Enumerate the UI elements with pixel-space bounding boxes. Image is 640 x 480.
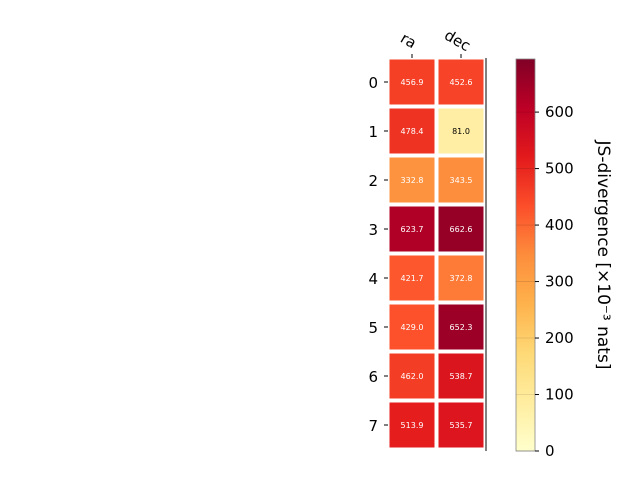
cell-value-label: 538.7: [450, 372, 473, 381]
colorbar-tick-label: 600: [545, 103, 574, 121]
heatmap-cell: [437, 156, 485, 204]
heatmap-cell: [437, 107, 485, 155]
colorbar: 0 100 200 300 400 500 600 JS-divergence [×10⁻³ …: [515, 58, 613, 460]
heatmap-cell: [437, 303, 485, 351]
colorbar-tick-label: 500: [545, 160, 574, 178]
heatmap-cell: [388, 205, 436, 253]
column-label: ra: [397, 29, 419, 52]
cell-value-label: 623.7: [401, 225, 424, 234]
cell-value-label: 429.0: [401, 323, 424, 332]
cell-value-label: 421.7: [401, 274, 424, 283]
colorbar-label: JS-divergence [×10⁻³ nats]: [593, 140, 613, 370]
cell-value-label: 478.4: [401, 127, 424, 136]
row-label: 2: [368, 172, 378, 190]
row-label: 4: [368, 270, 378, 288]
row-label: 5: [368, 319, 378, 337]
heatmap-cell: [388, 303, 436, 351]
heatmap-cell: [437, 58, 485, 106]
cell-value-label: 372.8: [450, 274, 473, 283]
heatmap-cell: [388, 107, 436, 155]
heatmap-plot: 456.9 452.6 478.4 81.0 332.8 343.5 623.7 662.6 4…: [368, 26, 487, 451]
heatmap-cell: [388, 156, 436, 204]
cell-value-label: 343.5: [450, 176, 473, 185]
row-label: 7: [368, 417, 378, 435]
colorbar-tick-label: 0: [545, 442, 555, 460]
row-label: 6: [368, 368, 378, 386]
row-label: 3: [368, 221, 378, 239]
colorbar-tick-label: 300: [545, 273, 574, 291]
heatmap-cell: [388, 401, 436, 449]
heatmap-cell: [388, 254, 436, 302]
colorbar-tick-label: 200: [545, 329, 574, 347]
cell-value-label: 462.0: [401, 372, 424, 381]
cell-value-label: 456.9: [401, 78, 424, 87]
cell-value-label: 535.7: [450, 421, 473, 430]
cell-value-label: 332.8: [401, 176, 424, 185]
colorbar-tick-label: 400: [545, 216, 574, 234]
heatmap-cell: [437, 205, 485, 253]
heatmap-cell: [437, 401, 485, 449]
heatmap-cell: [437, 352, 485, 400]
colorbar-tick-label: 100: [545, 386, 574, 404]
heatmap-cell: [388, 352, 436, 400]
heatmap-cell: [388, 58, 436, 106]
cell-value-label: 452.6: [450, 78, 473, 87]
cell-value-label: 81.0: [452, 127, 470, 136]
row-label: 0: [368, 74, 378, 92]
cell-value-label: 513.9: [401, 421, 424, 430]
column-label: dec: [441, 26, 473, 55]
heatmap-cell: [437, 254, 485, 302]
cell-value-label: 662.6: [450, 225, 473, 234]
colorbar-gradient: [515, 58, 536, 452]
cell-value-label: 652.3: [450, 323, 473, 332]
row-label: 1: [368, 123, 378, 141]
